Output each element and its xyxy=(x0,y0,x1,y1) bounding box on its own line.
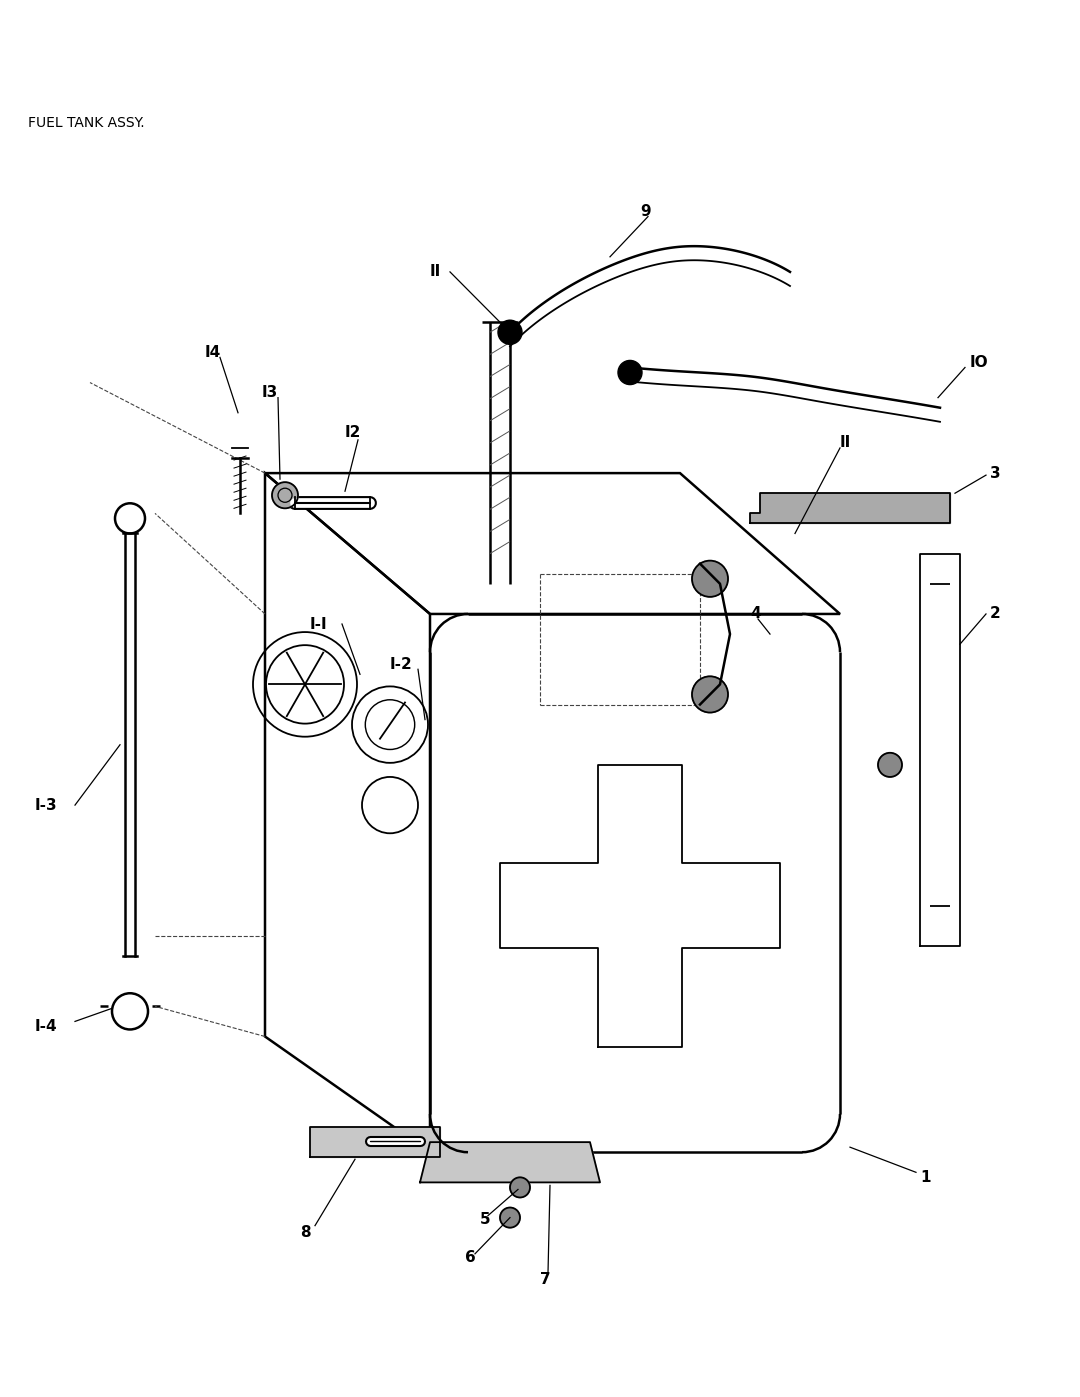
Polygon shape xyxy=(420,1143,600,1182)
Text: 5: 5 xyxy=(480,1213,490,1227)
Text: 3: 3 xyxy=(990,465,1001,481)
Text: I-2: I-2 xyxy=(390,657,413,672)
Circle shape xyxy=(618,360,642,384)
Text: 4: 4 xyxy=(750,606,760,622)
Text: I-4: I-4 xyxy=(35,1018,57,1034)
Text: I2: I2 xyxy=(345,425,362,440)
Circle shape xyxy=(692,560,728,597)
Text: 8: 8 xyxy=(300,1225,311,1241)
Text: PAGE 76 — DCA-25SSI — PARTS AND OPERATION  MANUAL— FINAL COPY  (06/29/01): PAGE 76 — DCA-25SSI — PARTS AND OPERATIO… xyxy=(180,1361,900,1375)
Text: I-I: I-I xyxy=(310,616,327,631)
Text: 7: 7 xyxy=(540,1273,551,1288)
Polygon shape xyxy=(750,493,950,524)
Text: I4: I4 xyxy=(205,345,221,360)
Polygon shape xyxy=(500,766,780,1046)
Polygon shape xyxy=(310,1127,440,1157)
Text: II: II xyxy=(430,264,442,279)
Circle shape xyxy=(878,753,902,777)
Text: 9: 9 xyxy=(640,204,650,219)
Text: DCA-25SSI --- FUEL TANK ASSY.: DCA-25SSI --- FUEL TANK ASSY. xyxy=(611,43,1048,68)
Text: FUEL TANK ASSY.: FUEL TANK ASSY. xyxy=(28,116,145,130)
Circle shape xyxy=(692,676,728,712)
Text: IO: IO xyxy=(970,355,988,370)
Text: 1: 1 xyxy=(920,1169,931,1185)
Text: 6: 6 xyxy=(465,1250,476,1266)
Circle shape xyxy=(500,1207,519,1228)
Text: 2: 2 xyxy=(990,606,1001,622)
Circle shape xyxy=(498,320,522,344)
Circle shape xyxy=(510,1178,530,1197)
Circle shape xyxy=(272,482,298,509)
Text: II: II xyxy=(840,436,851,450)
Text: I3: I3 xyxy=(262,386,279,400)
Text: I-3: I-3 xyxy=(35,798,57,813)
